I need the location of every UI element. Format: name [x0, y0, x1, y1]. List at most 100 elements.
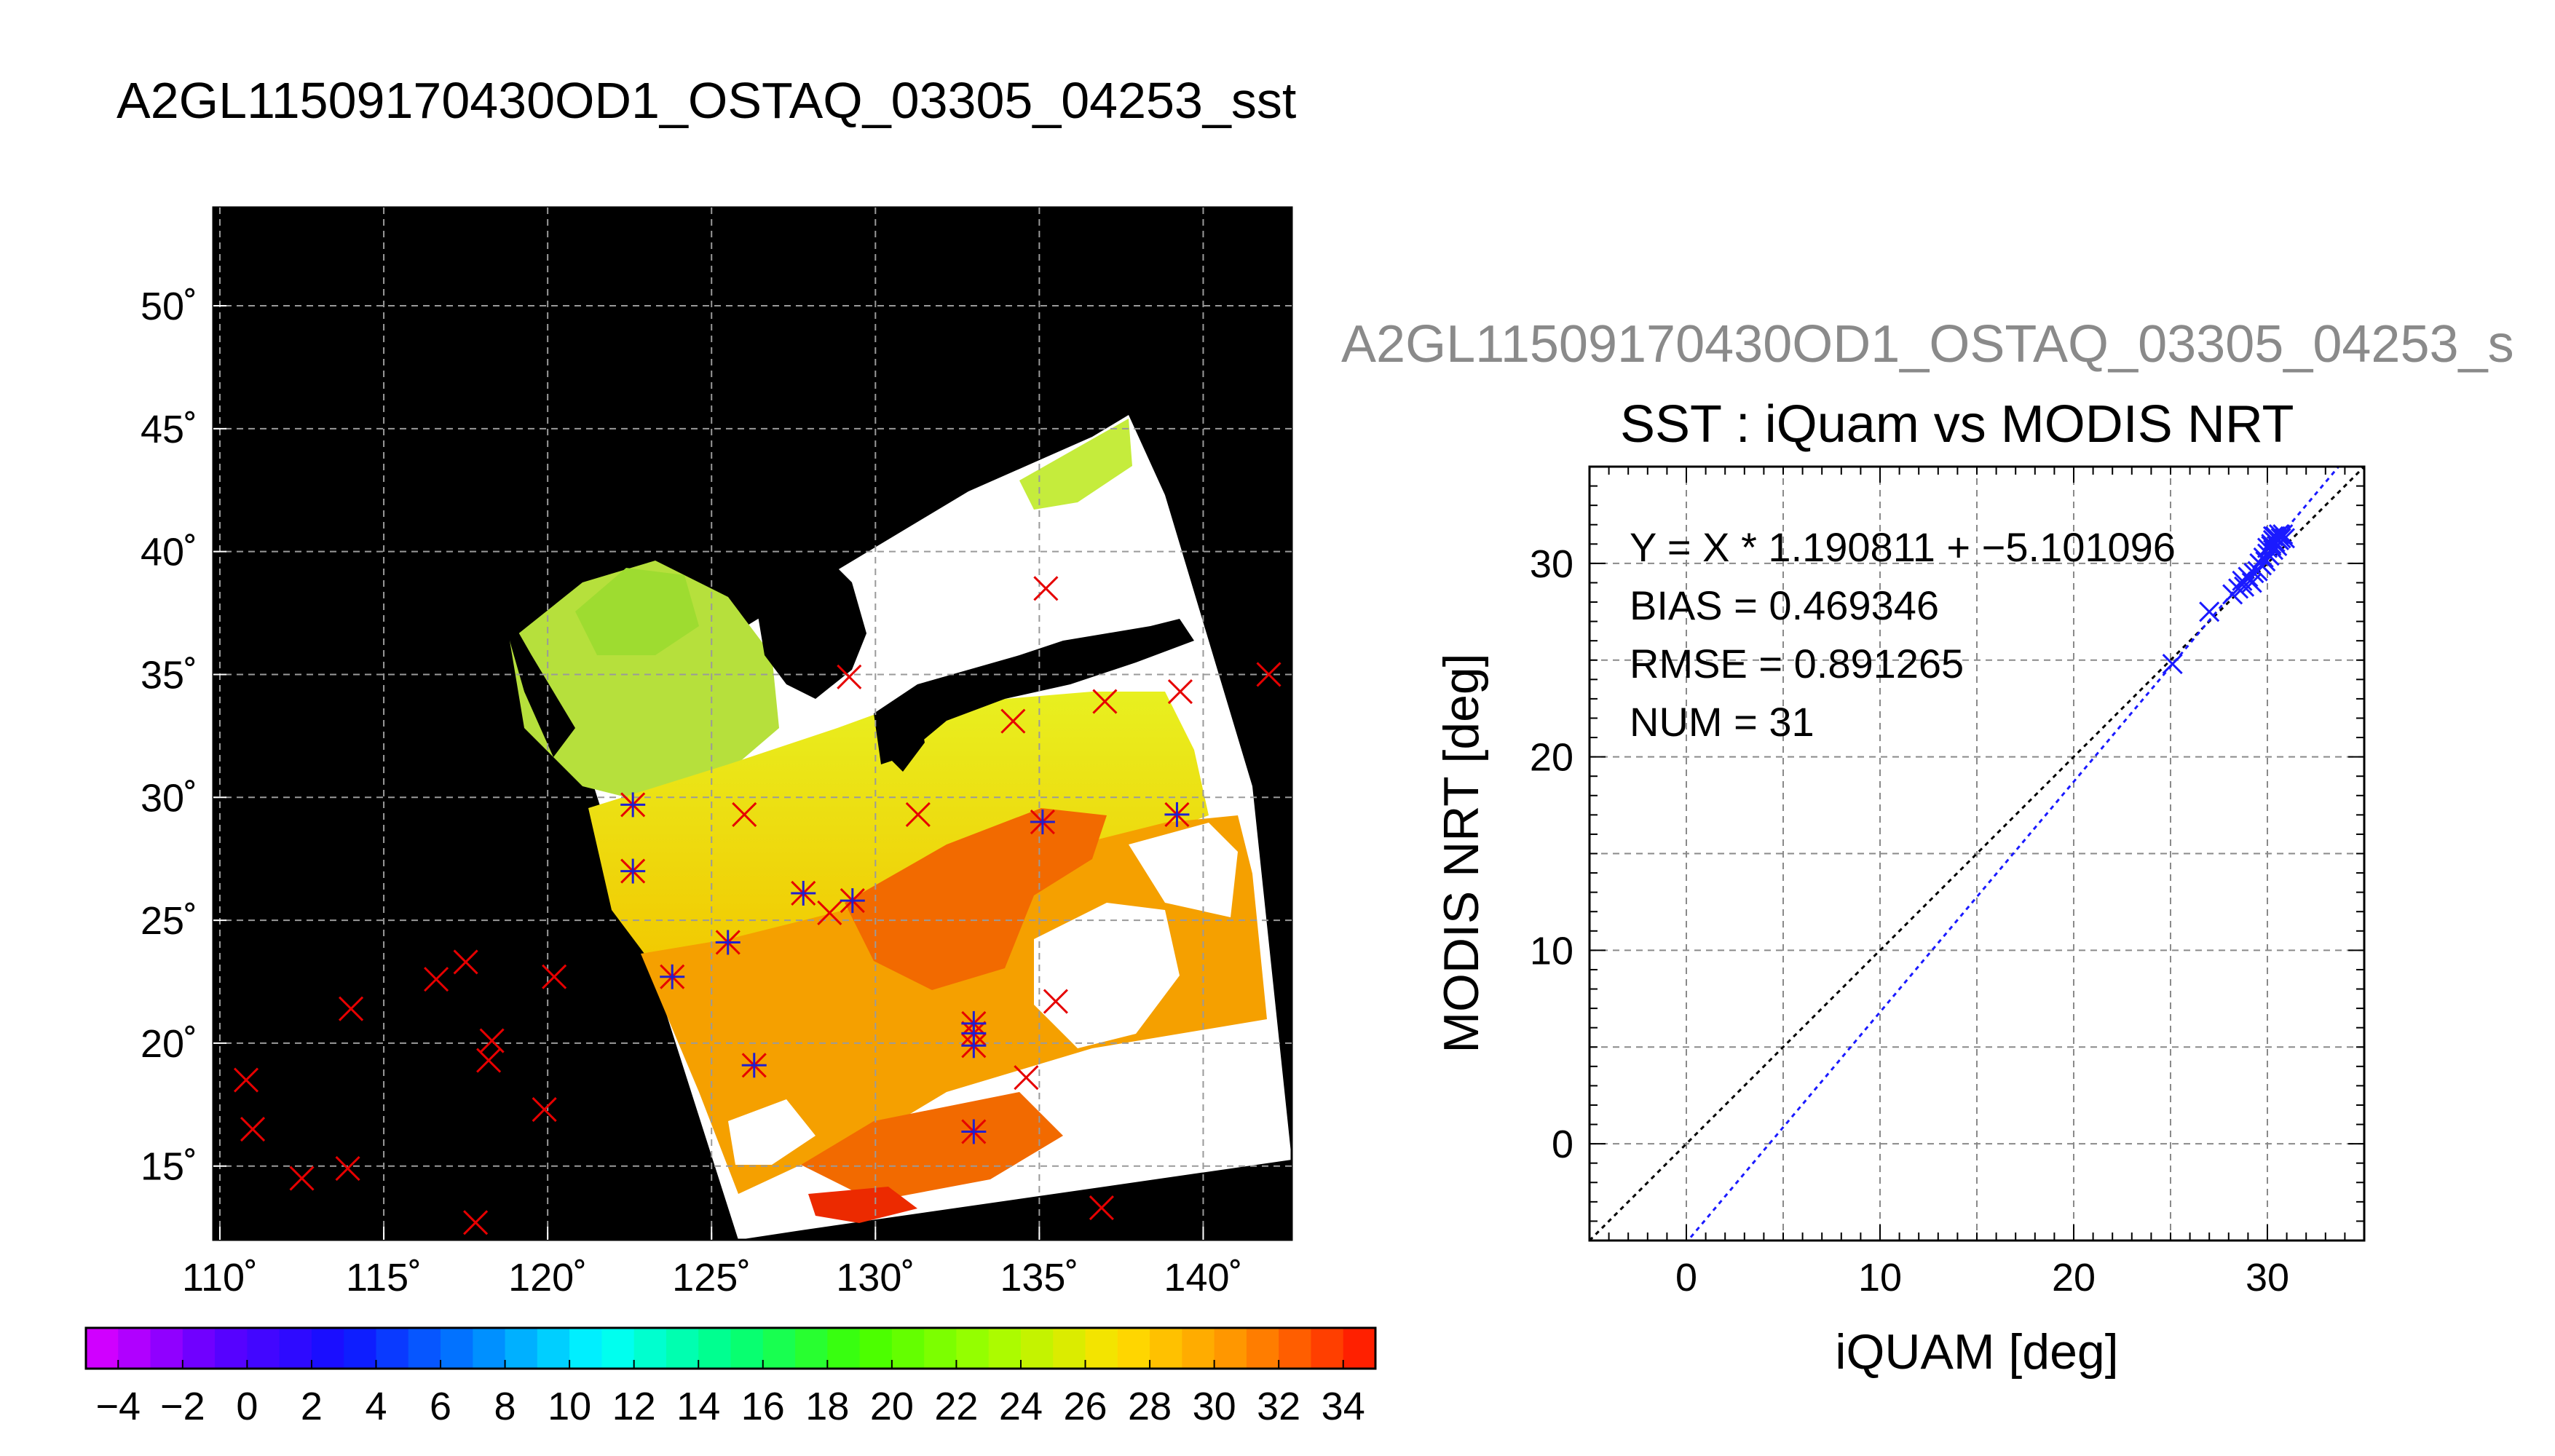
colorbar-cell [1117, 1328, 1150, 1369]
cloud-blob [1034, 903, 1180, 1048]
buoy-marker [1089, 1195, 1114, 1221]
colorbar-cell [1343, 1328, 1376, 1369]
colorbar-cell [859, 1328, 893, 1369]
buoy-marker-stroke [817, 900, 842, 926]
matched-marker [961, 1119, 987, 1144]
map-x-tick-label: 130˚ [836, 1256, 915, 1299]
buoy-marker [335, 1156, 360, 1182]
land-japan [874, 619, 1194, 764]
colorbar-cell [924, 1328, 957, 1369]
map-y-tick-label: 50˚ [141, 285, 197, 328]
colorbar-tick-label: 6 [430, 1385, 451, 1428]
land-kyushu [881, 706, 925, 772]
buoy-marker-stroke [240, 1117, 266, 1142]
colorbar-cell [344, 1328, 377, 1369]
map-x-tick-label: 115˚ [346, 1256, 422, 1299]
colorbar-cell [698, 1328, 732, 1369]
buoy-marker-stroke [479, 1028, 505, 1053]
colorbar-tick-label: −4 [95, 1385, 141, 1428]
scatter-point [2162, 654, 2183, 675]
buoy-marker-stroke [476, 1048, 502, 1073]
land-korea [757, 553, 866, 699]
map-x-tick-label: 110˚ [182, 1256, 258, 1299]
scatter-point-stroke [2199, 601, 2220, 622]
matched-markers [620, 792, 1190, 1144]
colorbar-tick-label: 12 [612, 1385, 656, 1428]
stat-rmse: RMSE = 0.891265 [1630, 641, 1964, 687]
map-grid [213, 207, 1292, 1240]
scatter-point [2274, 528, 2296, 549]
scatter-point-stroke [2255, 551, 2276, 572]
buoy-marker [1033, 576, 1059, 601]
scatter-point-stroke [2270, 528, 2291, 549]
colorbar-cell [1311, 1328, 1344, 1369]
scatter-point-stroke [2274, 528, 2296, 549]
colorbar-cell [408, 1328, 441, 1369]
colorbar-cell [827, 1328, 861, 1369]
colorbar-cell [601, 1328, 635, 1369]
colorbar-tick-label: 24 [999, 1385, 1043, 1428]
buoy-marker [1000, 708, 1026, 734]
map-y-tick-label: 45˚ [141, 408, 197, 451]
buoy-marker-stroke [1033, 576, 1059, 601]
map-x-tick-label: 125˚ [672, 1256, 751, 1299]
sst-map: 110˚ 115˚ 120˚ 125˚ 130˚ 135˚ 140˚ 50˚ 45˚ 40˚ 35˚… [141, 206, 1293, 1299]
map-y-tick-label: 40˚ [141, 531, 197, 574]
colorbar-tick-label: 14 [676, 1385, 720, 1428]
scatter-grid [1590, 467, 2364, 1241]
scatter-x-tick-label: 20 [2052, 1256, 2096, 1299]
scatter-x-label: iQUAM [deg] [1835, 1324, 2118, 1380]
buoy-marker [424, 967, 449, 992]
scatter-point [2238, 566, 2259, 587]
buoy-marker-stroke [732, 802, 757, 827]
buoy-marker-stroke [424, 967, 449, 992]
colorbar-cell [1279, 1328, 1312, 1369]
buoy-marker [453, 949, 478, 975]
colorbar-cell [247, 1328, 280, 1369]
stat-fit-equation: Y = X * 1.190811 + −5.101096 [1630, 524, 2176, 570]
colorbar-cell [473, 1328, 506, 1369]
colorbar-cell [762, 1328, 796, 1369]
colorbar-tick-label: 34 [1322, 1385, 1365, 1428]
buoy-marker-stroke [289, 1166, 315, 1191]
colorbar-cell [1085, 1328, 1118, 1369]
scatter-points [2162, 523, 2296, 675]
colorbar-tick-label: 4 [365, 1385, 387, 1428]
colorbar-tick-label: 8 [494, 1385, 516, 1428]
buoy-marker [476, 1048, 502, 1073]
cloud-blob [1078, 1041, 1282, 1165]
buoy-marker [817, 900, 842, 926]
buoy-marker [532, 1097, 557, 1123]
colorbar-cell [505, 1328, 538, 1369]
colorbar-cell [795, 1328, 828, 1369]
colorbar-cells [86, 1328, 1376, 1369]
map-y-tick-label: 35˚ [141, 653, 197, 697]
buoy-marker-stroke [453, 949, 478, 975]
scatter-x-tick-label: 0 [1675, 1256, 1697, 1299]
sst-warm-south [801, 1092, 1063, 1201]
colorbar-cell [1053, 1328, 1086, 1369]
map-frame [212, 206, 1293, 1241]
colorbar-cell [376, 1328, 409, 1369]
colorbar-tick-label: 32 [1257, 1385, 1300, 1428]
colorbar-ticks: −4 −2 0 2 4 6 8 10 12 14 16 18 20 22 24 26 28 30 32 34 [95, 1360, 1365, 1428]
matched-marker [660, 964, 685, 989]
map-x-tick-label: 135˚ [1000, 1256, 1078, 1299]
colorbar-cell [666, 1328, 699, 1369]
colorbar-tick-label: 30 [1193, 1385, 1236, 1428]
stat-bias: BIAS = 0.469346 [1630, 582, 1939, 628]
buoy-marker-stroke [233, 1067, 259, 1093]
scatter-y-tick-label: 0 [1552, 1123, 1573, 1166]
map-x-tick-label: 120˚ [508, 1256, 587, 1299]
colorbar-tick-label: 28 [1128, 1385, 1172, 1428]
buoy-marker-stroke [1043, 989, 1068, 1014]
colorbar-tick-label: 0 [236, 1385, 258, 1428]
land-china-coast [473, 553, 575, 757]
colorbar-cell [956, 1328, 990, 1369]
sst-green-patch [575, 568, 699, 655]
buoy-marker-stroke [542, 964, 567, 989]
buoy-marker [463, 1210, 489, 1235]
cloud-blob [728, 1099, 816, 1165]
matched-marker [791, 880, 816, 906]
buoy-marker [1043, 989, 1068, 1014]
